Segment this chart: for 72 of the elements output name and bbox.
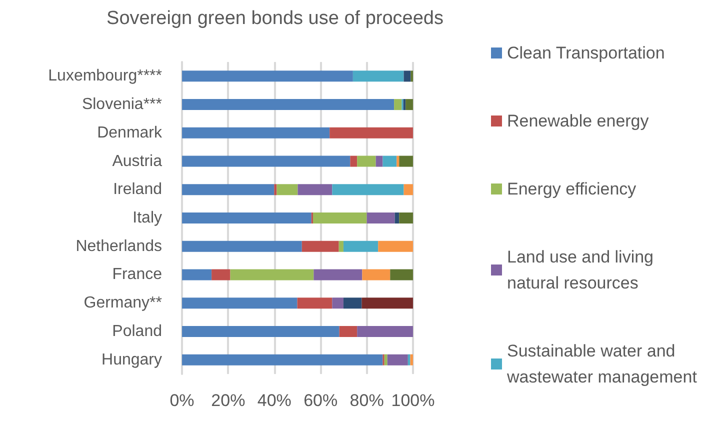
bar <box>410 354 413 366</box>
bar <box>387 354 408 366</box>
bar <box>399 156 413 167</box>
bar <box>314 269 362 280</box>
y-tick-label: Ireland <box>113 181 162 198</box>
bar <box>357 156 376 167</box>
bar <box>182 212 312 224</box>
bar <box>362 298 413 309</box>
bar <box>332 184 404 196</box>
bar <box>378 240 413 252</box>
bar <box>298 184 332 196</box>
x-tick-label: 80% <box>350 391 384 410</box>
bar <box>399 212 413 224</box>
y-tick-label: Italy <box>132 210 162 226</box>
x-tick-label: 40% <box>257 391 292 410</box>
bar <box>182 326 340 337</box>
bar <box>312 212 367 224</box>
bar <box>396 156 400 167</box>
y-tick-label: Hungary <box>102 351 162 368</box>
x-tick-label: 100% <box>391 391 435 410</box>
bar <box>332 298 344 309</box>
bar <box>404 70 411 82</box>
y-tick-label: Austria <box>112 152 162 170</box>
bar <box>182 127 330 138</box>
legend-label: Energy efficiency <box>507 180 637 198</box>
bar <box>394 212 400 224</box>
legend-label: Land use and living natural resources <box>507 248 658 292</box>
legend-label: Renewable energy <box>507 112 650 130</box>
bar <box>352 70 404 82</box>
bar <box>357 326 413 337</box>
legend-label: Clean Transportation <box>507 44 665 62</box>
bar <box>382 156 397 167</box>
bar <box>182 269 212 280</box>
bar <box>274 184 277 196</box>
bar <box>343 240 378 252</box>
bar <box>230 269 314 280</box>
y-tick-label: Luxembourg**** <box>48 68 162 85</box>
bar <box>212 269 230 280</box>
bar <box>376 156 383 167</box>
bar <box>182 298 298 309</box>
y-tick-label: Poland <box>112 322 162 340</box>
bar <box>302 240 339 252</box>
bar <box>406 99 413 110</box>
y-tick-label: Netherlands <box>76 238 162 255</box>
bar <box>297 298 332 309</box>
x-tick-label: 60% <box>304 391 338 410</box>
bar <box>350 156 358 167</box>
x-tick-label: 20% <box>211 391 246 410</box>
y-tick-label: Slovenia*** <box>82 96 162 114</box>
y-tick-label: France <box>112 266 162 284</box>
chart-title: Sovereign green bonds use of proceeds <box>106 8 444 29</box>
bar <box>366 212 395 224</box>
bar <box>339 326 358 337</box>
bar <box>390 269 413 280</box>
bar <box>182 354 383 366</box>
bar <box>182 184 274 196</box>
bar <box>182 156 350 167</box>
bar <box>343 298 362 309</box>
x-tick-label: 0% <box>170 391 194 410</box>
bar <box>182 99 394 110</box>
bar <box>338 240 344 252</box>
bar <box>362 269 390 280</box>
y-tick-label: Denmark <box>97 124 163 142</box>
bar <box>276 184 298 196</box>
bar <box>182 70 353 82</box>
legend-label: Sustainable water and wastewater management <box>506 342 698 386</box>
bar <box>394 99 402 110</box>
bar <box>330 127 413 138</box>
bar <box>182 240 302 252</box>
y-tick-label: Germany** <box>84 294 162 312</box>
bar <box>384 354 388 366</box>
bar <box>404 184 413 196</box>
